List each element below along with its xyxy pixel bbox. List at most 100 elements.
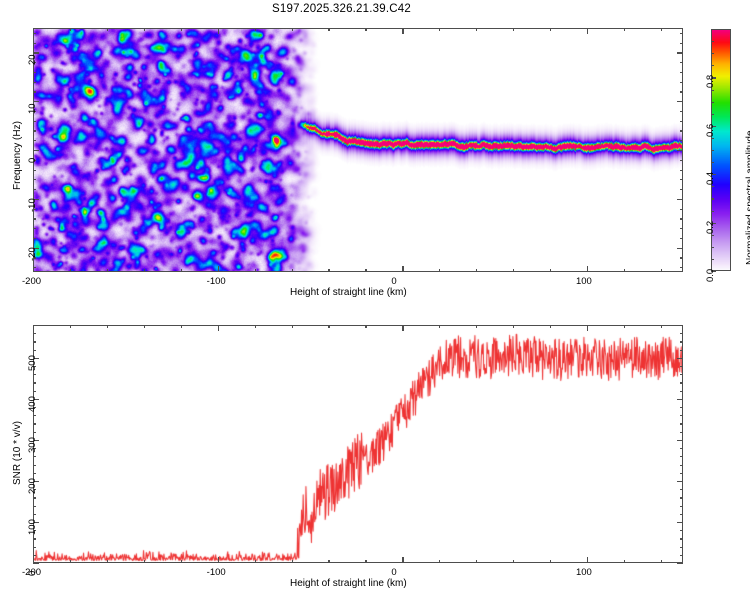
y-minor-tick — [679, 71, 683, 74]
y-minor-tick — [33, 237, 37, 240]
y-minor-tick — [679, 390, 683, 392]
x-minor-tick — [550, 559, 552, 563]
y-tick-label: 400 — [27, 396, 38, 412]
x-tick-label: -200 — [22, 567, 42, 578]
y-minor-tick — [33, 448, 37, 450]
colorbar-tick-label: 0.0 — [705, 268, 716, 282]
colorbar-gradient — [712, 30, 730, 270]
colorbar-tick — [711, 271, 716, 273]
colorbar-minor-tick — [711, 198, 714, 200]
x-minor-tick — [623, 28, 626, 32]
y-minor-tick — [33, 464, 37, 466]
y-minor-tick — [679, 456, 683, 458]
spectrogram-yaxis-label: Frequency (Hz) — [12, 121, 23, 190]
y-minor-tick — [33, 546, 37, 548]
y-tick-label: 0 — [27, 570, 38, 576]
x-minor-tick — [106, 325, 109, 329]
spectrogram-xaxis-label: Height of straight line (km) — [290, 287, 407, 298]
y-tick — [33, 521, 39, 524]
x-tick — [586, 325, 589, 331]
colorbar-tick-label: 0.4 — [705, 171, 716, 186]
y-minor-tick — [679, 423, 683, 425]
y-minor-tick — [679, 415, 683, 417]
y-minor-tick — [33, 169, 37, 171]
y-tick — [677, 563, 683, 565]
x-tick — [586, 266, 589, 272]
x-tick-label: 100 — [575, 276, 592, 287]
y-tick — [33, 101, 39, 103]
y-minor-tick — [33, 538, 37, 540]
y-tick — [677, 101, 683, 103]
colorbar-tick — [711, 77, 716, 79]
y-minor-tick — [679, 448, 683, 450]
snr-canvas — [34, 326, 682, 562]
y-minor-tick — [33, 407, 37, 409]
x-tick — [33, 325, 35, 331]
x-minor-tick — [291, 325, 293, 329]
y-minor-tick — [679, 42, 683, 44]
x-minor-tick — [476, 559, 478, 563]
y-minor-tick — [679, 554, 683, 556]
y-tick-label: 300 — [27, 437, 38, 453]
y-tick — [677, 439, 683, 442]
x-minor-tick — [106, 28, 109, 32]
colorbar-tick-label: 0.6 — [705, 123, 716, 137]
x-minor-tick — [623, 559, 626, 563]
x-minor-tick — [660, 559, 663, 563]
x-tick — [217, 557, 219, 563]
y-minor-tick — [33, 218, 37, 220]
x-tick-label: -100 — [206, 567, 226, 578]
y-minor-tick — [679, 208, 683, 210]
x-minor-tick — [550, 325, 552, 329]
colorbar-minor-tick — [711, 210, 714, 212]
y-minor-tick — [679, 333, 683, 335]
y-tick — [33, 480, 39, 483]
x-tick-label: 100 — [575, 567, 592, 578]
y-minor-tick — [33, 91, 37, 93]
y-minor-tick — [33, 159, 37, 161]
y-minor-tick — [33, 423, 37, 425]
spectrogram-panel — [33, 28, 683, 272]
x-minor-tick — [476, 28, 478, 32]
y-tick-label: 100 — [27, 519, 38, 535]
x-minor-tick — [291, 268, 293, 272]
colorbar-label: Normalized spectral amplitude — [745, 130, 750, 265]
x-minor-tick — [69, 28, 72, 32]
colorbar-minor-tick — [711, 101, 714, 103]
colorbar-tick — [711, 125, 716, 127]
y-tick — [677, 480, 683, 483]
y-minor-tick — [679, 341, 683, 343]
y-minor-tick — [33, 62, 37, 64]
colorbar-minor-tick — [711, 41, 714, 43]
y-minor-tick — [33, 554, 37, 556]
y-tick-label: -10 — [27, 198, 38, 212]
y-minor-tick — [33, 179, 37, 181]
x-minor-tick — [106, 268, 109, 272]
y-minor-tick — [33, 120, 37, 122]
y-minor-tick — [33, 530, 37, 532]
y-minor-tick — [33, 267, 37, 269]
x-minor-tick — [143, 325, 145, 329]
y-minor-tick — [33, 81, 37, 83]
y-minor-tick — [33, 472, 37, 474]
y-minor-tick — [33, 505, 37, 507]
x-tick — [217, 266, 219, 272]
y-tick — [677, 198, 683, 200]
x-minor-tick — [365, 268, 367, 272]
y-minor-tick — [679, 546, 683, 548]
x-minor-tick — [623, 268, 626, 272]
colorbar-minor-tick — [711, 234, 714, 236]
x-tick — [33, 557, 35, 563]
y-minor-tick — [679, 91, 683, 93]
y-tick-label: 200 — [27, 478, 38, 494]
x-minor-tick — [365, 28, 367, 32]
y-tick-label: 10 — [27, 103, 38, 115]
colorbar-minor-tick — [711, 113, 714, 115]
x-minor-tick — [513, 28, 515, 32]
x-tick-label: 0 — [391, 567, 397, 578]
x-minor-tick — [106, 559, 109, 563]
x-tick — [402, 557, 404, 563]
y-minor-tick — [33, 257, 37, 259]
y-minor-tick — [679, 120, 683, 122]
x-tick-label: -200 — [22, 276, 42, 287]
